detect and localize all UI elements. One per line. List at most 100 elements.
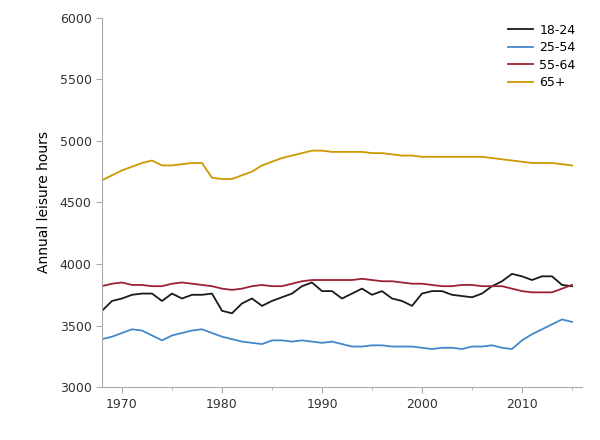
65+ — [248, 169, 256, 174]
25-54 — [458, 346, 466, 352]
18-24 — [289, 291, 296, 296]
18-24 — [268, 298, 275, 304]
18-24 — [518, 274, 526, 279]
18-24 — [128, 292, 136, 297]
55-64 — [499, 283, 506, 289]
65+ — [358, 149, 365, 154]
65+ — [538, 160, 545, 165]
55-64 — [248, 283, 256, 289]
18-24 — [379, 289, 386, 294]
Y-axis label: Annual leisure hours: Annual leisure hours — [37, 132, 51, 273]
18-24 — [238, 301, 245, 306]
Line: 55-64: 55-64 — [102, 279, 572, 292]
18-24 — [218, 308, 226, 313]
65+ — [298, 150, 305, 156]
25-54 — [169, 333, 176, 338]
55-64 — [178, 280, 185, 285]
18-24 — [358, 286, 365, 291]
25-54 — [248, 340, 256, 345]
Line: 18-24: 18-24 — [102, 274, 572, 313]
25-54 — [538, 326, 545, 332]
55-64 — [488, 283, 496, 289]
25-54 — [118, 330, 125, 336]
25-54 — [278, 338, 286, 343]
55-64 — [109, 281, 116, 286]
25-54 — [128, 326, 136, 332]
55-64 — [148, 283, 155, 289]
25-54 — [508, 346, 515, 352]
65+ — [508, 158, 515, 163]
25-54 — [439, 345, 446, 350]
65+ — [199, 160, 206, 165]
25-54 — [139, 328, 146, 333]
55-64 — [559, 286, 566, 291]
65+ — [218, 176, 226, 182]
55-64 — [398, 280, 406, 285]
18-24 — [338, 296, 346, 301]
18-24 — [409, 303, 416, 308]
25-54 — [559, 317, 566, 322]
18-24 — [319, 289, 326, 294]
65+ — [469, 154, 476, 159]
65+ — [338, 149, 346, 154]
25-54 — [319, 340, 326, 345]
55-64 — [298, 279, 305, 284]
25-54 — [349, 344, 356, 349]
55-64 — [118, 280, 125, 285]
18-24 — [398, 298, 406, 304]
65+ — [308, 148, 316, 153]
55-64 — [319, 277, 326, 282]
65+ — [289, 153, 296, 158]
65+ — [409, 153, 416, 158]
65+ — [109, 172, 116, 178]
65+ — [188, 160, 196, 165]
18-24 — [568, 283, 575, 289]
25-54 — [268, 338, 275, 343]
55-64 — [268, 283, 275, 289]
55-64 — [458, 282, 466, 288]
18-24 — [538, 274, 545, 279]
18-24 — [278, 295, 286, 300]
65+ — [98, 178, 106, 183]
18-24 — [229, 311, 236, 316]
65+ — [278, 155, 286, 161]
18-24 — [169, 291, 176, 296]
18-24 — [259, 303, 266, 308]
18-24 — [208, 291, 215, 296]
55-64 — [358, 276, 365, 282]
25-54 — [289, 339, 296, 344]
65+ — [428, 154, 436, 159]
65+ — [568, 163, 575, 168]
25-54 — [109, 334, 116, 339]
25-54 — [259, 341, 266, 347]
25-54 — [398, 344, 406, 349]
25-54 — [469, 344, 476, 349]
55-64 — [548, 290, 556, 295]
18-24 — [478, 291, 485, 296]
18-24 — [488, 283, 496, 289]
55-64 — [188, 281, 196, 286]
18-24 — [328, 289, 335, 294]
18-24 — [139, 291, 146, 296]
65+ — [368, 150, 376, 156]
18-24 — [158, 298, 166, 304]
18-24 — [418, 291, 425, 296]
25-54 — [529, 332, 536, 337]
18-24 — [469, 295, 476, 300]
25-54 — [208, 330, 215, 336]
55-64 — [289, 281, 296, 286]
55-64 — [278, 283, 286, 289]
65+ — [128, 164, 136, 169]
55-64 — [508, 286, 515, 291]
65+ — [118, 168, 125, 173]
25-54 — [428, 346, 436, 352]
18-24 — [109, 298, 116, 304]
65+ — [139, 160, 146, 165]
18-24 — [98, 308, 106, 313]
25-54 — [178, 330, 185, 336]
65+ — [268, 159, 275, 165]
18-24 — [548, 274, 556, 279]
25-54 — [358, 344, 365, 349]
55-64 — [478, 283, 485, 289]
25-54 — [418, 345, 425, 350]
